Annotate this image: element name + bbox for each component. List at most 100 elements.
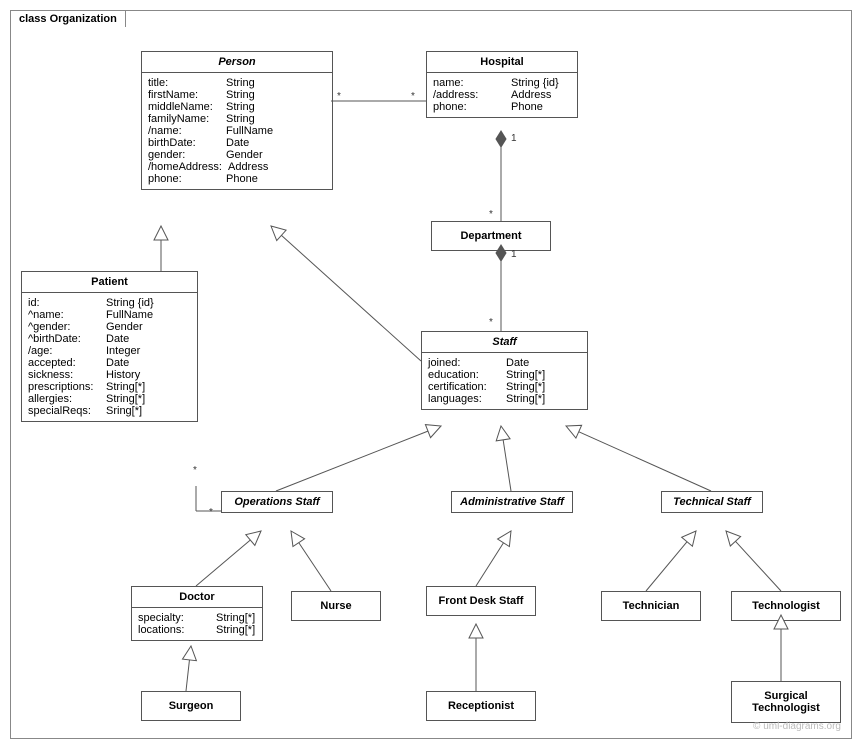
attr-type: String[*]	[100, 393, 145, 405]
attr-row: birthDate:Date	[148, 137, 326, 149]
frame-label-text: class Organization	[19, 13, 117, 25]
attr-type: Phone	[505, 101, 543, 113]
attr-name: accepted:	[28, 357, 100, 369]
class-title: Operations Staff	[222, 492, 332, 512]
attr-name: phone:	[148, 173, 220, 185]
attr-name: prescriptions:	[28, 381, 100, 393]
attr-row: familyName:String	[148, 113, 326, 125]
attr-type: String[*]	[210, 624, 255, 636]
attr-row: joined:Date	[428, 357, 581, 369]
attr-name: title:	[148, 77, 220, 89]
multiplicity-label: 1	[511, 249, 517, 260]
attr-name: /name:	[148, 125, 220, 137]
class-attrs: joined:Dateeducation:String[*]certificat…	[422, 353, 587, 409]
attr-type: String	[220, 113, 255, 125]
attr-row: locations:String[*]	[138, 624, 256, 636]
multiplicity-label: *	[209, 507, 213, 518]
attr-type: String[*]	[100, 381, 145, 393]
class-staff: Staff joined:Dateeducation:String[*]cert…	[421, 331, 588, 410]
class-surgical-technologist: Surgical Technologist	[731, 681, 841, 723]
class-attrs: title:StringfirstName:StringmiddleName:S…	[142, 73, 332, 189]
attr-name: languages:	[428, 393, 500, 405]
attr-name: middleName:	[148, 101, 220, 113]
class-surgeon: Surgeon	[141, 691, 241, 721]
attr-type: String {id}	[100, 297, 154, 309]
class-title: Person	[142, 52, 332, 73]
attr-row: /age:Integer	[28, 345, 191, 357]
attr-name: sickness:	[28, 369, 100, 381]
attr-row: sickness:History	[28, 369, 191, 381]
attr-type: String {id}	[505, 77, 559, 89]
class-person: Person title:StringfirstName:Stringmiddl…	[141, 51, 333, 190]
attr-name: specialReqs:	[28, 405, 100, 417]
attr-type: String[*]	[210, 612, 255, 624]
attr-row: /address:Address	[433, 89, 571, 101]
attr-row: certification:String[*]	[428, 381, 581, 393]
class-title: Department	[460, 230, 521, 242]
attr-row: specialReqs:Sring[*]	[28, 405, 191, 417]
attr-row: gender:Gender	[148, 149, 326, 161]
attr-type: Sring[*]	[100, 405, 142, 417]
attr-name: ^gender:	[28, 321, 100, 333]
attr-type: Date	[100, 357, 129, 369]
class-receptionist: Receptionist	[426, 691, 536, 721]
class-technologist: Technologist	[731, 591, 841, 621]
attr-name: familyName:	[148, 113, 220, 125]
class-nurse: Nurse	[291, 591, 381, 621]
class-department: Department	[431, 221, 551, 251]
attr-name: ^birthDate:	[28, 333, 100, 345]
attr-row: phone:Phone	[433, 101, 571, 113]
class-title: Surgeon	[169, 700, 214, 712]
attr-type: Gender	[100, 321, 143, 333]
attr-type: Date	[220, 137, 249, 149]
multiplicity-label: *	[193, 465, 197, 476]
attr-name: id:	[28, 297, 100, 309]
attr-row: languages:String[*]	[428, 393, 581, 405]
class-administrative-staff: Administrative Staff	[451, 491, 573, 513]
class-attrs: name:String {id}/address:Addressphone:Ph…	[427, 73, 577, 117]
attr-name: /age:	[28, 345, 100, 357]
attr-name: certification:	[428, 381, 500, 393]
attr-type: Address	[222, 161, 268, 173]
attr-type: String	[220, 101, 255, 113]
attr-type: Integer	[100, 345, 140, 357]
class-front-desk-staff: Front Desk Staff	[426, 586, 536, 616]
attr-type: History	[100, 369, 140, 381]
attr-row: middleName:String	[148, 101, 326, 113]
watermark: © uml-diagrams.org	[753, 721, 841, 732]
attr-name: name:	[433, 77, 505, 89]
attr-type: Gender	[220, 149, 263, 161]
attr-row: allergies:String[*]	[28, 393, 191, 405]
attr-name: firstName:	[148, 89, 220, 101]
class-attrs: id:String {id}^name:FullName^gender:Gend…	[22, 293, 197, 421]
attr-type: Phone	[220, 173, 258, 185]
class-title: Front Desk Staff	[439, 595, 524, 607]
class-title: Technician	[623, 600, 680, 612]
attr-row: prescriptions:String[*]	[28, 381, 191, 393]
multiplicity-label: *	[337, 91, 341, 102]
class-title: Hospital	[427, 52, 577, 73]
attr-row: ^birthDate:Date	[28, 333, 191, 345]
attr-name: /address:	[433, 89, 505, 101]
attr-type: Date	[500, 357, 529, 369]
attr-row: /name:FullName	[148, 125, 326, 137]
attr-name: education:	[428, 369, 500, 381]
class-title: Administrative Staff	[452, 492, 572, 512]
attr-type: String[*]	[500, 369, 545, 381]
class-technician: Technician	[601, 591, 701, 621]
attr-type: String[*]	[500, 381, 545, 393]
class-title: Patient	[22, 272, 197, 293]
frame-label: class Organization	[10, 10, 126, 27]
attr-name: ^name:	[28, 309, 100, 321]
class-attrs: specialty:String[*]locations:String[*]	[132, 608, 262, 640]
class-title: Doctor	[132, 587, 262, 608]
class-patient: Patient id:String {id}^name:FullName^gen…	[21, 271, 198, 422]
class-operations-staff: Operations Staff	[221, 491, 333, 513]
attr-type: Address	[505, 89, 551, 101]
attr-type: String	[220, 89, 255, 101]
attr-name: locations:	[138, 624, 210, 636]
multiplicity-label: *	[411, 91, 415, 102]
class-title: Staff	[422, 332, 587, 353]
class-title: Surgical Technologist	[752, 690, 820, 714]
class-title: Nurse	[320, 600, 351, 612]
